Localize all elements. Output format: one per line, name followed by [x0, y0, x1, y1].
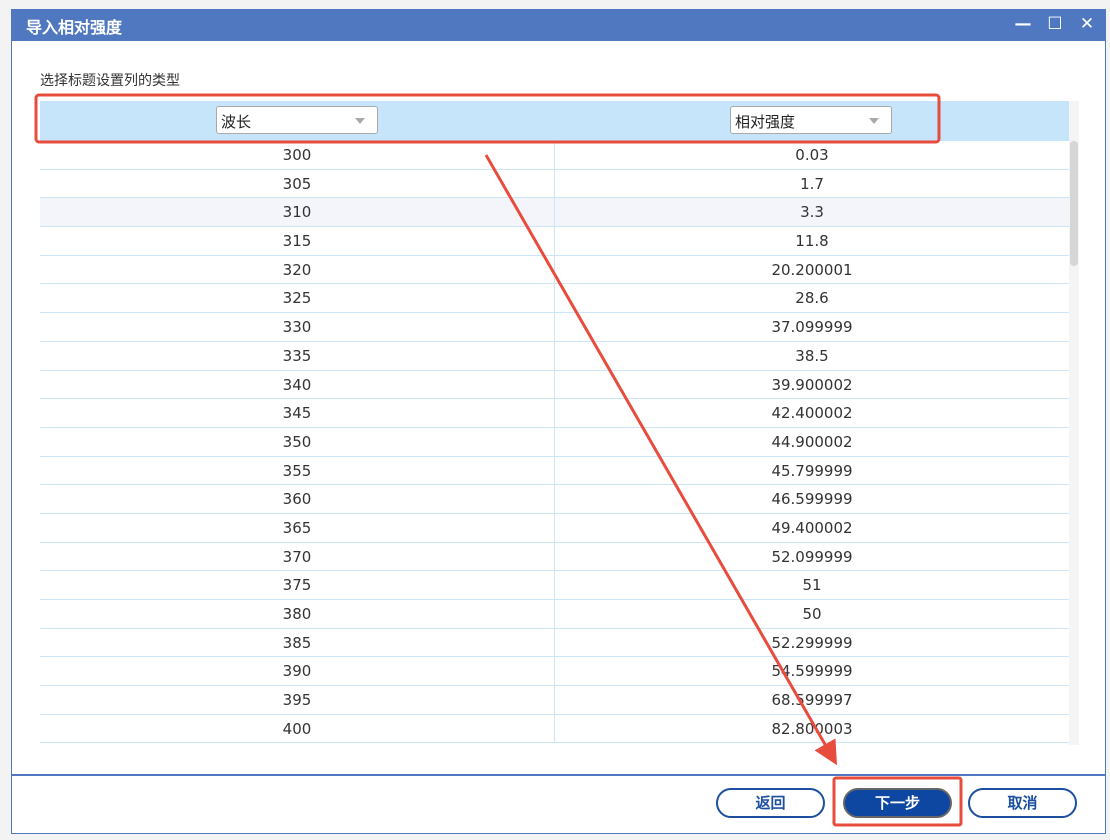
- wavelength-cell: 360: [40, 485, 555, 513]
- footer-divider: [12, 774, 1105, 776]
- wavelength-cell: 310: [40, 198, 555, 227]
- table-row[interactable]: 375 51: [40, 571, 1069, 600]
- table-row[interactable]: 395 68.599997: [40, 686, 1069, 715]
- chevron-down-icon: [355, 118, 365, 124]
- wavelength-cell: 380: [40, 600, 555, 628]
- wavelength-cell: 330: [40, 313, 555, 341]
- data-table: 波长 相对强度 300 0.03 305 1.7 310 3.3 315 11.8 320 20.…: [40, 101, 1069, 745]
- cancel-button[interactable]: 取消: [968, 788, 1077, 818]
- intensity-cell: 28.6: [795, 289, 829, 308]
- table-row[interactable]: 345 42.400002: [40, 399, 1069, 428]
- intensity-cell: 3.3: [800, 203, 824, 222]
- table-row[interactable]: 350 44.900002: [40, 427, 1069, 457]
- table-row[interactable]: 315 11.8: [40, 227, 1069, 256]
- table-row[interactable]: 385 52.299999: [40, 628, 1069, 658]
- table-row[interactable]: 310 3.3: [40, 198, 1069, 228]
- intensity-cell: 49.400002: [771, 518, 853, 537]
- table-row[interactable]: 325 28.6: [40, 284, 1069, 314]
- table-row[interactable]: 355 45.799999: [40, 456, 1069, 486]
- wavelength-cell: 400: [40, 714, 555, 743]
- intensity-cell: 20.200001: [771, 260, 853, 279]
- intensity-cell: 11.8: [795, 232, 829, 251]
- intensity-cell: 1.7: [800, 174, 824, 193]
- wavelength-cell: 325: [40, 284, 555, 313]
- table-row[interactable]: 335 38.5: [40, 341, 1069, 371]
- table-row[interactable]: 380 50: [40, 600, 1069, 629]
- intensity-cell: 51: [802, 576, 822, 595]
- wavelength-cell: 385: [40, 628, 555, 657]
- intensity-cell: 68.599997: [771, 691, 853, 710]
- wavelength-cell: 350: [40, 427, 555, 456]
- table-row[interactable]: 330 37.099999: [40, 313, 1069, 342]
- import-dialog: 导入相对强度 — ☐ ✕ 选择标题设置列的类型 波长 相对强度 300 0.03 3…: [11, 9, 1106, 834]
- table-row[interactable]: 390 54.599999: [40, 657, 1069, 687]
- select-value: 波长: [221, 113, 252, 131]
- table-row[interactable]: 365 49.400002: [40, 513, 1069, 543]
- wavelength-cell: 300: [40, 141, 555, 169]
- back-button[interactable]: 返回: [716, 788, 825, 818]
- close-icon[interactable]: ✕: [1079, 14, 1095, 34]
- header-row: 波长 相对强度: [40, 101, 1069, 141]
- intensity-cell: 39.900002: [771, 375, 853, 394]
- wavelength-cell: 375: [40, 571, 555, 599]
- intensity-cell: 54.599999: [771, 662, 853, 681]
- intensity-cell: 44.900002: [771, 432, 853, 451]
- column-type-select-2[interactable]: 相对强度: [730, 106, 892, 134]
- intensity-cell: 37.099999: [771, 318, 853, 337]
- minimize-icon[interactable]: —: [1014, 14, 1032, 34]
- wavelength-cell: 345: [40, 399, 555, 427]
- intensity-cell: 52.299999: [771, 633, 853, 652]
- wavelength-cell: 320: [40, 255, 555, 284]
- wavelength-cell: 340: [40, 370, 555, 399]
- wavelength-cell: 335: [40, 341, 555, 370]
- table-row[interactable]: 320 20.200001: [40, 255, 1069, 285]
- intensity-cell: 52.099999: [771, 547, 853, 566]
- table-row[interactable]: 360 46.599999: [40, 485, 1069, 514]
- title-bar: 导入相对强度 — ☐ ✕: [12, 10, 1105, 41]
- table-row[interactable]: 370 52.099999: [40, 542, 1069, 572]
- intensity-cell: 82.800003: [771, 719, 853, 738]
- table-row[interactable]: 340 39.900002: [40, 370, 1069, 400]
- intensity-cell: 42.400002: [771, 404, 853, 423]
- intensity-cell: 50: [802, 605, 822, 623]
- chevron-down-icon: [869, 118, 879, 124]
- column-type-select-1[interactable]: 波长: [216, 106, 378, 134]
- wavelength-cell: 365: [40, 513, 555, 542]
- intensity-cell: 38.5: [795, 346, 829, 365]
- intensity-cell: 46.599999: [771, 490, 853, 509]
- wavelength-cell: 370: [40, 542, 555, 571]
- scrollbar-thumb[interactable]: [1070, 141, 1078, 266]
- table-row[interactable]: 305 1.7: [40, 169, 1069, 199]
- wavelength-cell: 305: [40, 169, 555, 198]
- intensity-cell: 0.03: [795, 146, 829, 164]
- wavelength-cell: 355: [40, 456, 555, 485]
- select-value: 相对强度: [735, 113, 796, 131]
- scrollbar[interactable]: [1069, 101, 1079, 745]
- wavelength-cell: 390: [40, 657, 555, 686]
- maximize-icon[interactable]: ☐: [1047, 14, 1063, 34]
- next-button[interactable]: 下一步: [843, 788, 952, 818]
- wavelength-cell: 315: [40, 227, 555, 255]
- table-row[interactable]: 400 82.800003: [40, 714, 1069, 744]
- table-row[interactable]: 300 0.03: [40, 141, 1069, 170]
- intensity-cell: 45.799999: [771, 461, 853, 480]
- instruction-label: 选择标题设置列的类型: [40, 73, 180, 89]
- dialog-title: 导入相对强度: [26, 17, 123, 37]
- wavelength-cell: 395: [40, 686, 555, 714]
